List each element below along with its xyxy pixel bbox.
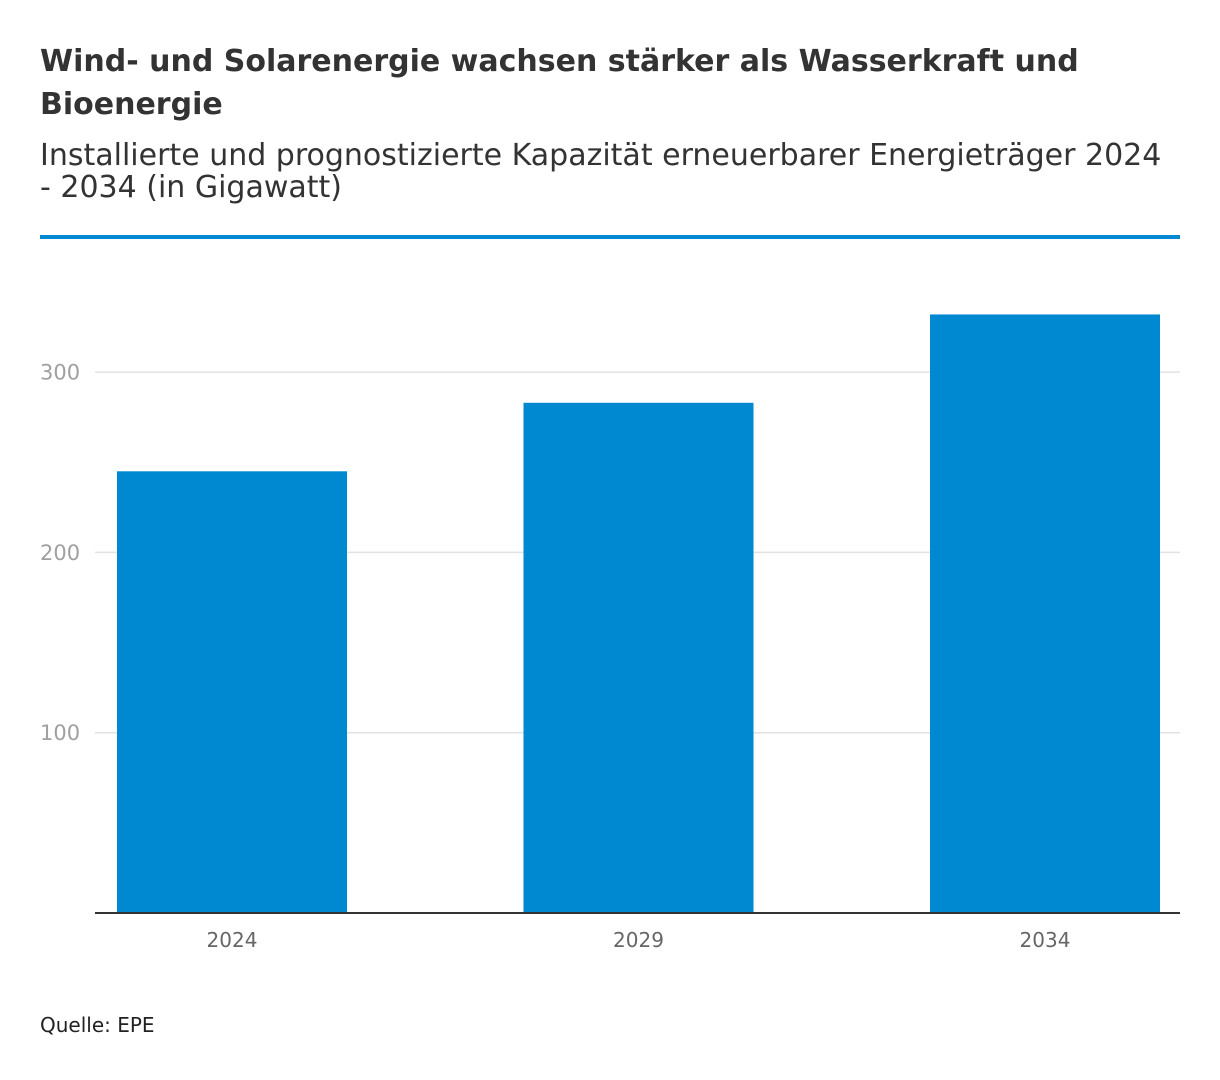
title-divider (40, 235, 1180, 239)
x-tick-label-2034: 2034 (1020, 928, 1071, 952)
x-tick-label-2029: 2029 (613, 928, 664, 952)
y-tick-label-200: 200 (40, 541, 80, 565)
bar-2029 (523, 402, 754, 913)
x-tick-label-2024: 2024 (207, 928, 258, 952)
y-tick-label-300: 300 (40, 361, 80, 385)
y-tick-label-100: 100 (40, 721, 80, 745)
bar-2034 (930, 314, 1160, 913)
source-note: Quelle: EPE (40, 1013, 155, 1037)
y-axis-tick-labels: 100 200 300 (40, 361, 80, 746)
bars (117, 314, 1160, 913)
chart-subtitle: Installierte und prognostizierte Kapazit… (40, 138, 1162, 205)
x-axis-tick-labels: 2024 2029 2034 (207, 928, 1071, 952)
bar-chart: 100 200 300 2024 2029 2034 (40, 314, 1180, 952)
chart-title: Wind- und Solarenergie wachsen stärker a… (40, 44, 1079, 122)
bar-2024 (117, 471, 347, 913)
